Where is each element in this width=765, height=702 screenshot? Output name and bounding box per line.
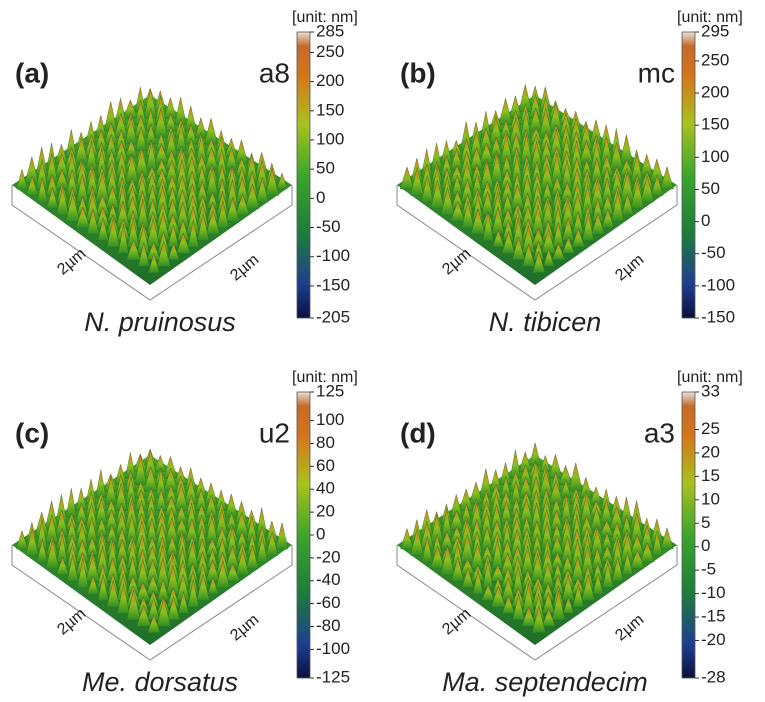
species-name: N. tibicen: [489, 307, 602, 337]
colorbar-tick-label: -50: [316, 217, 341, 236]
colorbar-tick-label: 20: [316, 502, 335, 521]
colorbar-tick-label: 15: [701, 466, 720, 485]
colorbar: [297, 32, 310, 318]
colorbar-tick-label: 5: [701, 513, 710, 532]
panel: (d)a3Ma. septendecim2µm2µm[unit: nm]3325…: [397, 369, 743, 697]
colorbar-tick-label: -20: [316, 547, 341, 566]
colorbar-tick-label: 250: [701, 50, 729, 69]
colorbar-tick-label: 80: [316, 433, 335, 452]
surface-peak: [569, 463, 582, 492]
figure: (a)a8N. pruinosus2µm2µm[unit: nm]2852502…: [0, 0, 765, 702]
colorbar-tick-label: 0: [701, 211, 710, 230]
colorbar-tick-label: 0: [701, 536, 710, 555]
panel-label: (d): [400, 417, 436, 448]
colorbar-tick-label: 33: [701, 381, 720, 400]
axis-label: 2µm: [54, 605, 89, 638]
colorbar-tick-label: 50: [316, 159, 335, 178]
colorbar-tick-label: 200: [316, 71, 344, 90]
axis-label: 2µm: [612, 611, 647, 644]
colorbar-tick-label: -40: [316, 570, 341, 589]
species-name: Ma. septendecim: [442, 667, 648, 697]
colorbar-tick-label: 60: [316, 456, 335, 475]
colorbar-tick-label: 20: [701, 442, 720, 461]
colorbar-tick-label: -10: [701, 583, 726, 602]
colorbar-tick-label: -150: [316, 275, 350, 294]
colorbar-tick-label: 200: [701, 83, 729, 102]
colorbar: [682, 392, 695, 678]
sample-code: u2: [259, 417, 290, 448]
colorbar-tick-label: -100: [316, 639, 350, 658]
colorbar-tick-label: -100: [316, 246, 350, 265]
colorbar: [682, 32, 695, 318]
colorbar-tick-label: 285: [316, 21, 344, 40]
panel: (a)a8N. pruinosus2µm2µm[unit: nm]2852502…: [12, 9, 358, 337]
colorbar-tick-label: -28: [701, 667, 726, 686]
colorbar-tick-label: 50: [701, 179, 720, 198]
colorbar-tick-label: 10: [701, 489, 720, 508]
colorbar-tick-label: -80: [316, 616, 341, 635]
panel: (c)u2Me. dorsatus2µm2µm[unit: nm]1251008…: [12, 369, 358, 697]
colorbar-tick-label: 0: [316, 524, 325, 543]
surface-peak: [66, 488, 76, 517]
axis-label: 2µm: [54, 245, 89, 278]
colorbar-tick-label: -20: [701, 630, 726, 649]
colorbar-tick-label: 40: [316, 479, 335, 498]
colorbar-tick-label: 150: [701, 115, 729, 134]
colorbar-tick-label: 125: [316, 381, 344, 400]
sample-code: mc: [638, 57, 675, 88]
colorbar-tick-label: 295: [701, 21, 729, 40]
colorbar: [297, 392, 310, 678]
panel-label: (b): [400, 57, 436, 88]
axis-label: 2µm: [612, 251, 647, 284]
colorbar-tick-label: 100: [701, 147, 729, 166]
axis-label: 2µm: [227, 611, 262, 644]
colorbar-tick-label: 0: [316, 188, 325, 207]
sample-code: a3: [644, 417, 675, 448]
colorbar-tick-label: -60: [316, 593, 341, 612]
colorbar-tick-label: 25: [701, 419, 720, 438]
colorbar-tick-label: -125: [316, 667, 350, 686]
colorbar-tick-label: 150: [316, 100, 344, 119]
colorbar-tick-label: -100: [701, 275, 735, 294]
colorbar-tick-label: -50: [701, 243, 726, 262]
colorbar-tick-label: -205: [316, 307, 350, 326]
panel-label: (c): [15, 417, 49, 448]
axis-label: 2µm: [439, 245, 474, 278]
sample-code: a8: [259, 57, 290, 88]
panel-label: (a): [15, 57, 49, 88]
surface-peak: [620, 135, 633, 164]
species-name: Me. dorsatus: [82, 667, 238, 697]
axis-label: 2µm: [227, 251, 262, 284]
species-name: N. pruinosus: [84, 307, 236, 337]
colorbar-tick-label: 250: [316, 42, 344, 61]
colorbar-tick-label: 100: [316, 129, 344, 148]
colorbar-tick-label: -5: [701, 560, 716, 579]
surface-peak: [276, 523, 288, 549]
colorbar-tick-label: -15: [701, 607, 726, 626]
colorbar-tick-label: -150: [701, 307, 735, 326]
axis-label: 2µm: [439, 605, 474, 638]
colorbar-tick-label: 100: [316, 410, 344, 429]
